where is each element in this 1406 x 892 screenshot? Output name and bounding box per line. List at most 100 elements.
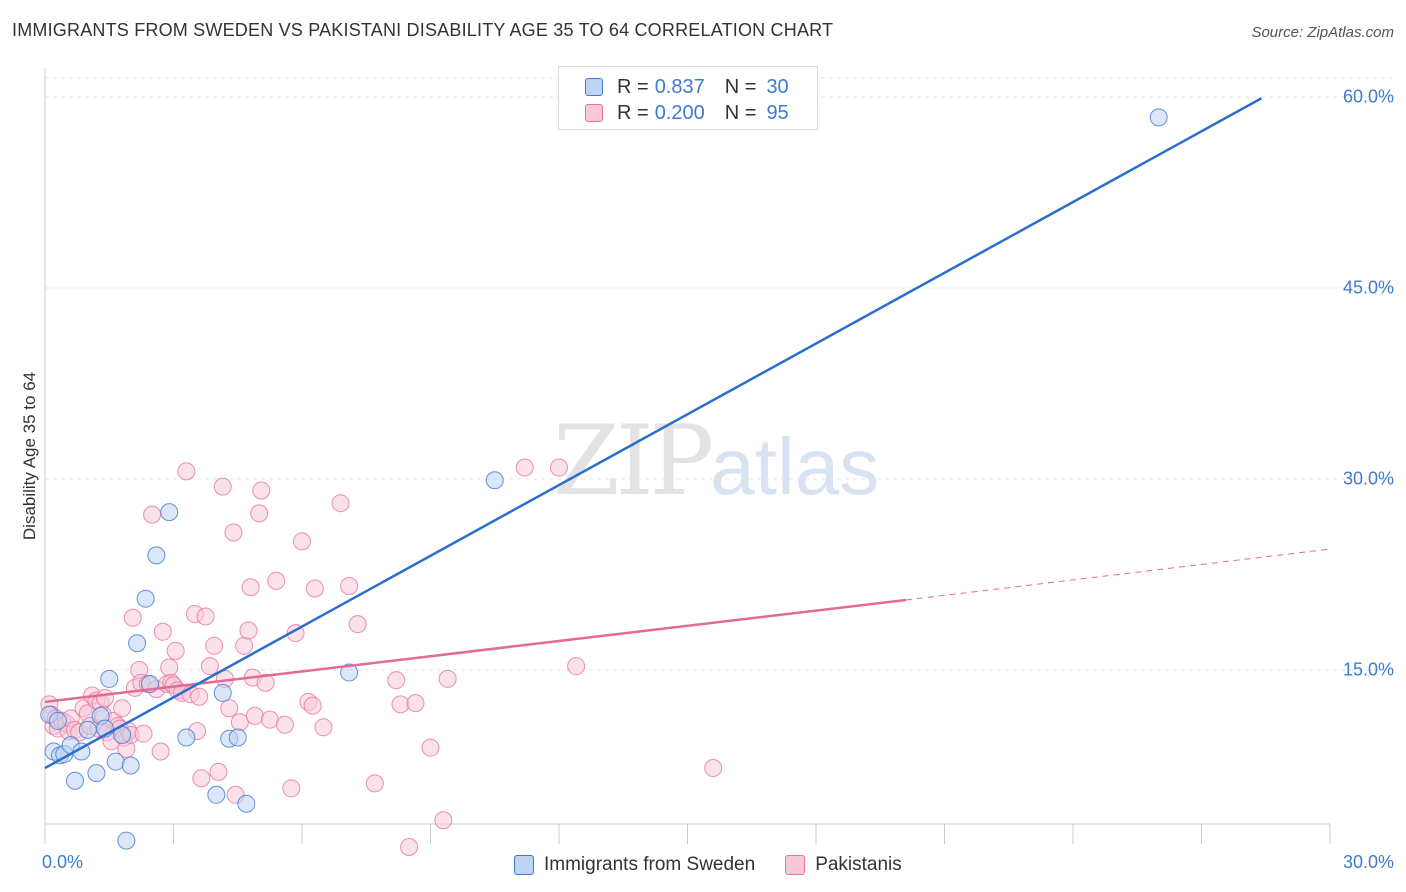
pakistani-point bbox=[224, 523, 243, 542]
sweden-point bbox=[207, 785, 226, 804]
pakistani-point bbox=[438, 669, 457, 688]
pakistani-point bbox=[282, 779, 301, 798]
sweden-point bbox=[87, 764, 106, 783]
pakistani-point bbox=[550, 458, 568, 477]
sweden-point bbox=[485, 471, 504, 490]
pakistani-point bbox=[250, 504, 269, 523]
sweden-point bbox=[147, 546, 166, 565]
legend-row-pakistanis: R = 0.200 N = 95 bbox=[585, 101, 789, 125]
sweden-point bbox=[237, 794, 256, 813]
series-swatch-sweden bbox=[514, 855, 534, 875]
sweden-point bbox=[177, 728, 196, 747]
pakistani-point bbox=[391, 695, 410, 714]
pakistani-trend-line bbox=[44, 598, 907, 704]
pakistani-point bbox=[196, 607, 215, 626]
y-axis-label: Disability Age 35 to 64 bbox=[20, 371, 39, 541]
pakistani-point bbox=[340, 576, 359, 595]
sweden-point bbox=[100, 669, 119, 688]
chart-title: IMMIGRANTS FROM SWEDEN VS PAKISTANI DISA… bbox=[12, 20, 834, 40]
pakistani-point bbox=[134, 724, 153, 743]
correlation-legend: R = 0.837 N = 30 R = 0.200 N = 95 bbox=[558, 66, 818, 130]
pakistani-point bbox=[213, 477, 232, 496]
x-tick-label-right: 30.0% bbox=[1342, 852, 1394, 872]
legend-row-sweden: R = 0.837 N = 30 bbox=[585, 75, 789, 99]
pakistani-point bbox=[113, 699, 132, 718]
pakistani-point bbox=[123, 608, 142, 627]
sweden-point bbox=[128, 634, 147, 653]
pakistani-point bbox=[515, 458, 534, 477]
sweden-point bbox=[106, 752, 125, 771]
pakistani-point bbox=[704, 759, 723, 778]
sweden-point bbox=[48, 711, 67, 730]
pakistani-point bbox=[166, 641, 185, 660]
y-tick-label: 30.0% bbox=[1342, 468, 1394, 489]
pakistani-point bbox=[421, 738, 440, 757]
sweden-point bbox=[117, 831, 136, 850]
pakistani-point bbox=[241, 578, 260, 597]
pakistani-point bbox=[267, 571, 286, 590]
series-swatch-pakistanis bbox=[785, 855, 806, 875]
pakistani-point bbox=[177, 462, 196, 481]
pakistani-point bbox=[331, 494, 350, 513]
series-label-pakistanis: Pakistanis bbox=[815, 854, 902, 875]
x-tick-label-left: 0.0% bbox=[42, 852, 84, 872]
sweden-point bbox=[340, 663, 359, 682]
pakistani-point bbox=[220, 699, 239, 718]
legend-r-value: 0.200 bbox=[654, 101, 705, 124]
pakistani-point bbox=[153, 622, 172, 641]
pakistani-point bbox=[245, 706, 264, 725]
pakistani-point bbox=[305, 579, 324, 598]
sweden-point bbox=[1149, 108, 1168, 127]
pakistani-point bbox=[190, 687, 209, 706]
y-tick-label: 45.0% bbox=[1342, 277, 1394, 298]
pakistani-point bbox=[406, 694, 425, 713]
legend-n-value: 30 bbox=[766, 75, 789, 98]
pakistani-point bbox=[567, 657, 586, 676]
sweden-point bbox=[121, 756, 140, 775]
pakistani-point bbox=[143, 505, 162, 524]
pakistani-point bbox=[230, 713, 249, 732]
legend-r-label: R = bbox=[617, 75, 649, 98]
pakistani-point bbox=[400, 837, 419, 856]
sweden-point bbox=[228, 728, 247, 747]
legend-n-label: N = bbox=[724, 75, 757, 98]
pakistani-point bbox=[314, 718, 333, 737]
pakistani-trend-extension bbox=[905, 548, 1331, 601]
pakistani-point bbox=[205, 636, 224, 655]
pakistani-point bbox=[95, 689, 114, 708]
sweden-point bbox=[213, 683, 232, 702]
pakistani-point bbox=[160, 658, 179, 677]
pakistani-point bbox=[275, 715, 294, 734]
legend-swatch-pakistanis bbox=[585, 104, 603, 122]
pakistani-point bbox=[235, 636, 254, 655]
sweden-point bbox=[78, 720, 97, 739]
series-legend-pakistanis: Pakistanis bbox=[785, 854, 902, 876]
legend-r-label: R = bbox=[617, 101, 649, 124]
pakistani-point bbox=[256, 673, 275, 692]
sweden-point bbox=[136, 589, 155, 608]
pakistani-point bbox=[293, 532, 311, 551]
series-label-sweden: Immigrants from Sweden bbox=[544, 854, 756, 875]
sweden-trend-line bbox=[44, 97, 1263, 770]
pakistani-point bbox=[365, 774, 384, 793]
pakistani-point bbox=[192, 769, 211, 788]
pakistani-point bbox=[303, 696, 322, 715]
pakistani-point bbox=[239, 621, 258, 640]
pakistani-point bbox=[260, 710, 279, 729]
pakistani-point bbox=[209, 762, 228, 781]
legend-swatch-sweden bbox=[585, 78, 603, 96]
source-label: Source: ZipAtlas.com bbox=[1251, 24, 1394, 41]
legend-n-value: 95 bbox=[766, 101, 789, 124]
pakistani-point bbox=[200, 657, 219, 676]
y-tick-label: 15.0% bbox=[1342, 659, 1394, 680]
y-tick-label: 60.0% bbox=[1342, 86, 1394, 107]
pakistani-point bbox=[387, 671, 406, 690]
pakistani-point bbox=[252, 481, 271, 500]
pakistani-point bbox=[348, 615, 367, 634]
legend-r-value: 0.837 bbox=[654, 75, 705, 98]
pakistani-point bbox=[434, 811, 453, 830]
pakistani-point bbox=[151, 742, 170, 761]
sweden-point bbox=[65, 771, 84, 790]
series-legend-sweden: Immigrants from Sweden bbox=[514, 854, 755, 876]
